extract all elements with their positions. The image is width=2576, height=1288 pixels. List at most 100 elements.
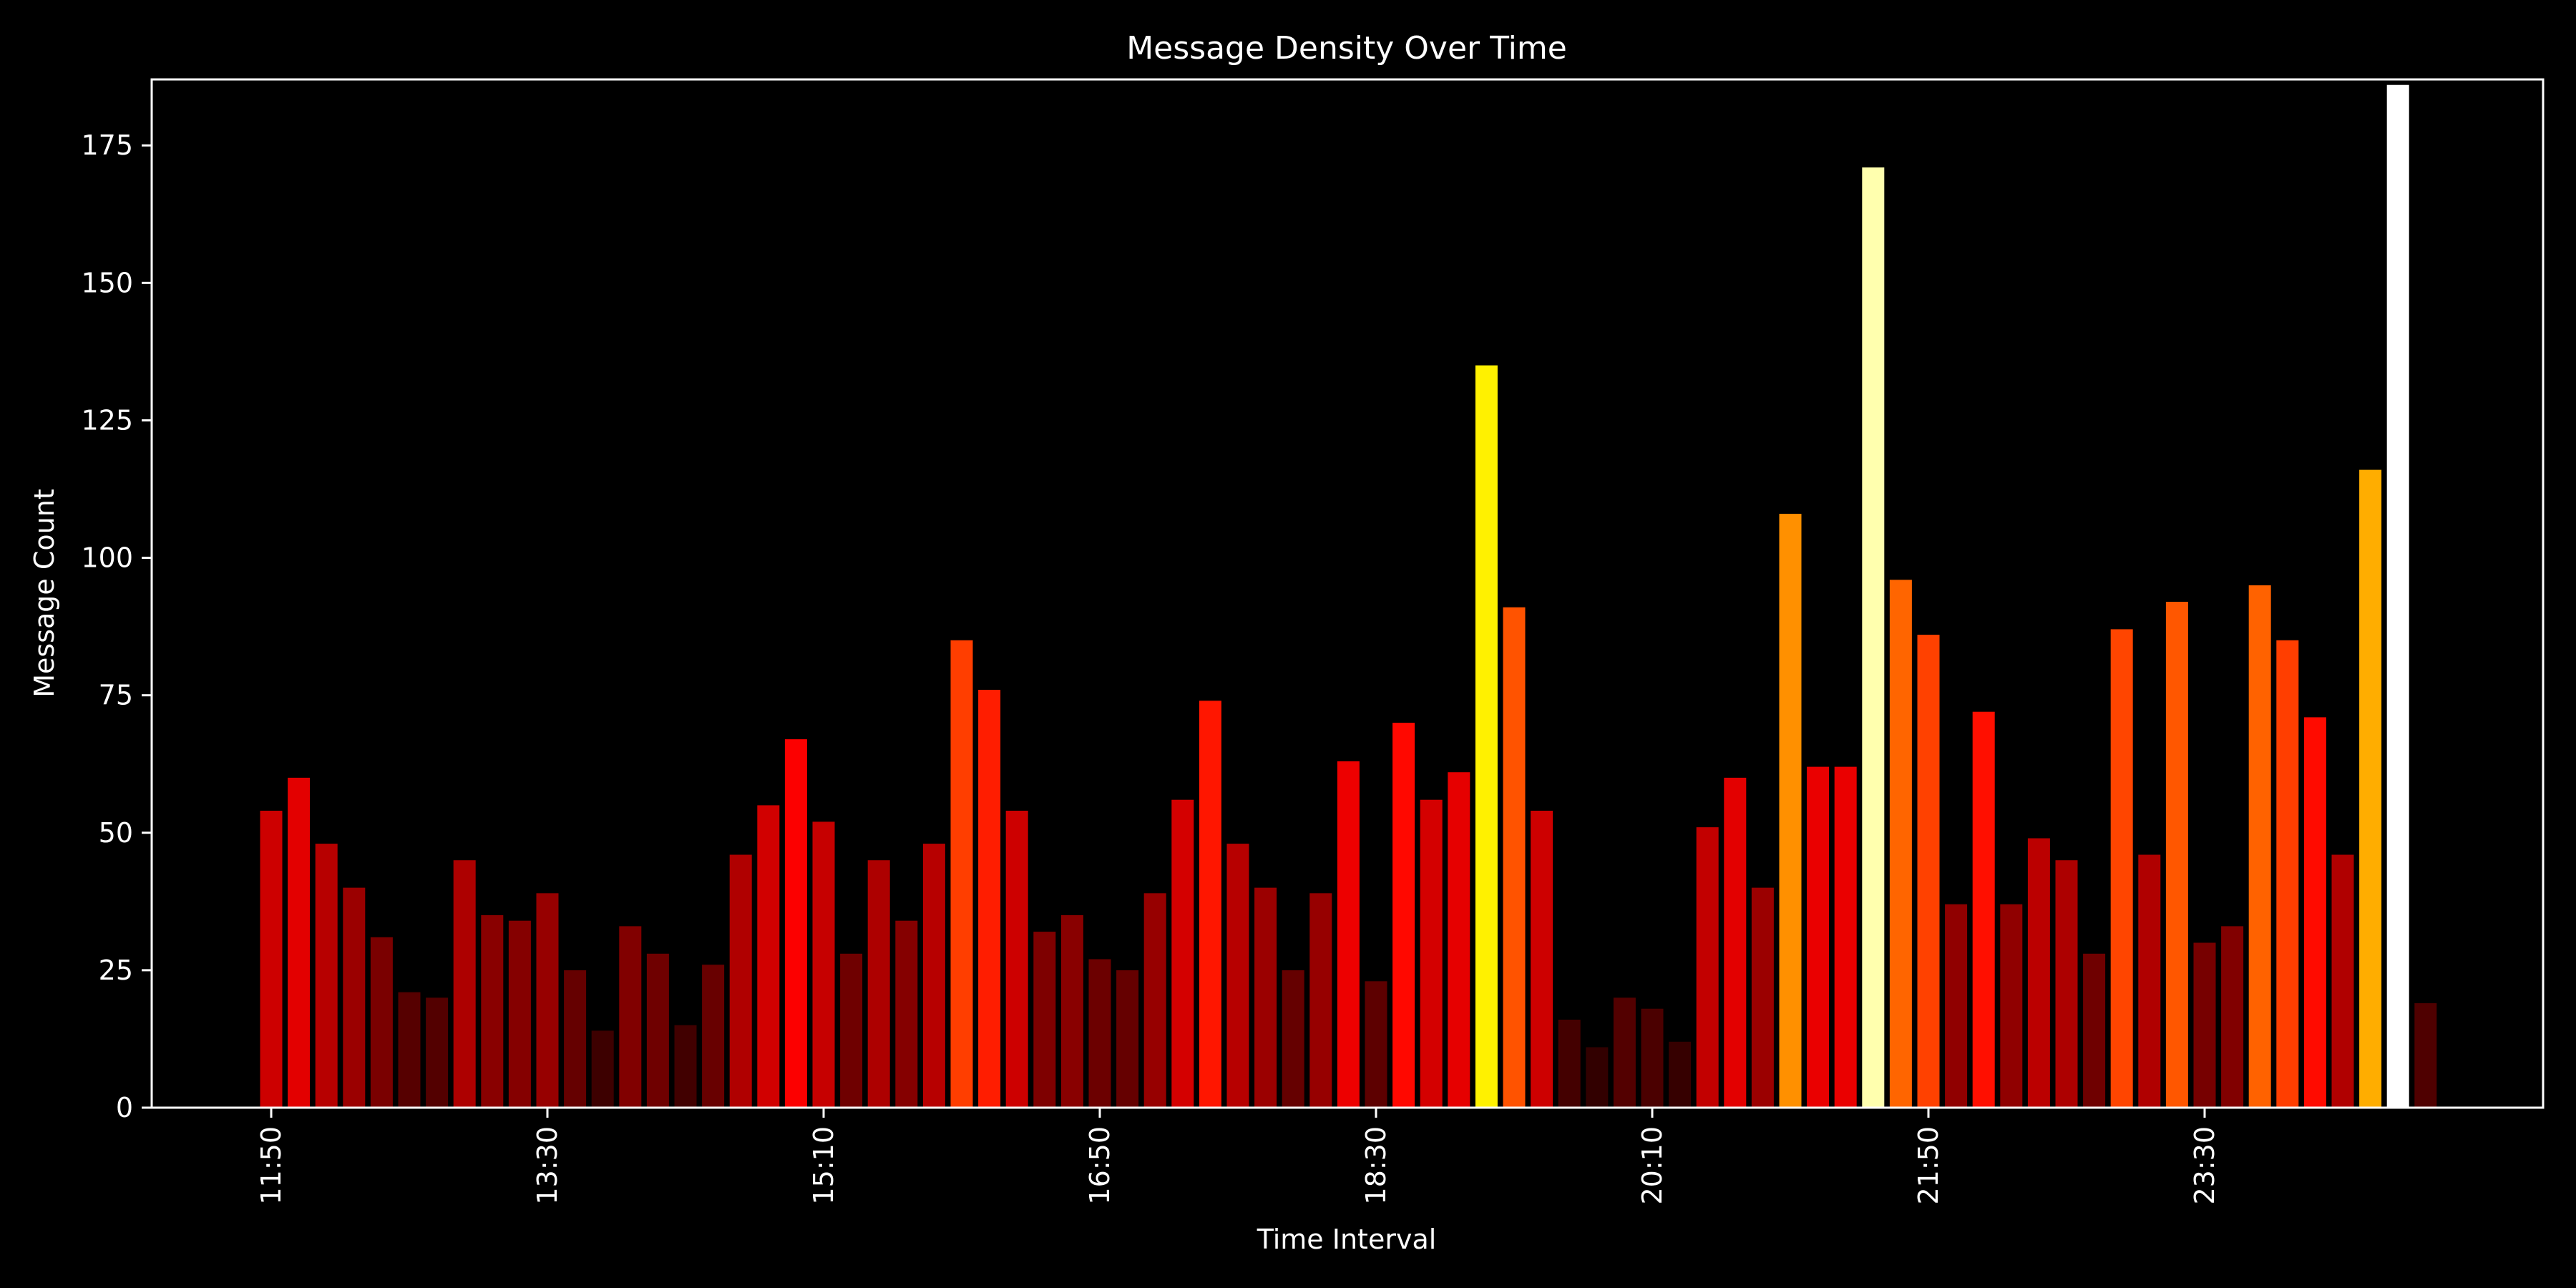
y-tick-label: 25 (99, 955, 133, 986)
bar (1779, 514, 1802, 1108)
bar (481, 915, 504, 1108)
bar (2221, 926, 2244, 1108)
y-tick-label: 50 (99, 817, 133, 849)
bars-group (260, 84, 2437, 1108)
y-tick-label: 125 (81, 404, 133, 436)
bar (895, 920, 918, 1108)
chart-title: Message Density Over Time (1126, 30, 1567, 67)
bar (508, 920, 531, 1108)
bar (2000, 904, 2023, 1108)
bar (2138, 854, 2161, 1108)
bar (840, 953, 863, 1108)
bar (1420, 799, 1443, 1108)
bar (1641, 1008, 1664, 1108)
bar (1475, 365, 1498, 1108)
x-axis: 11:50 13:30 15:10 16:50 18:30 20:10 21:50 23:30 (255, 1108, 2220, 1205)
bar (426, 997, 449, 1108)
bar (260, 811, 283, 1108)
bar (1448, 772, 1470, 1108)
bar (2193, 942, 2216, 1108)
bar (288, 777, 311, 1108)
x-tick-label: 20:10 (1636, 1126, 1668, 1205)
bar (1751, 887, 1774, 1108)
bar (1116, 970, 1139, 1108)
bar (398, 992, 421, 1108)
bar (2055, 860, 2078, 1108)
x-tick-label: 18:30 (1360, 1126, 1392, 1205)
x-tick-label: 16:50 (1084, 1126, 1116, 1205)
plot-frame (150, 78, 2545, 1109)
bar (1558, 1020, 1581, 1108)
bar (1945, 904, 1968, 1108)
bar (2027, 838, 2050, 1108)
bar (2276, 640, 2299, 1108)
bar (1917, 635, 1940, 1108)
bar (1005, 811, 1028, 1108)
bar (1199, 701, 1221, 1108)
bar (2414, 1003, 2437, 1108)
x-axis-label: Time Interval (1257, 1224, 1437, 1255)
bar (1613, 997, 1636, 1108)
x-tick-label: 15:10 (808, 1126, 839, 1205)
bar (591, 1030, 614, 1108)
y-tick-label: 150 (81, 267, 133, 298)
bar (1088, 959, 1111, 1108)
bar (757, 805, 780, 1108)
bar (1807, 766, 1830, 1108)
bar (1724, 777, 1747, 1108)
bar (1862, 167, 1885, 1108)
bar (2165, 602, 2188, 1108)
y-tick-label: 175 (81, 130, 133, 161)
bar (674, 1025, 697, 1108)
bar (1696, 827, 1719, 1108)
bar (1365, 981, 1387, 1108)
y-tick-label: 0 (116, 1092, 133, 1123)
bar (922, 844, 945, 1108)
bar (1586, 1047, 1609, 1108)
bar (1171, 799, 1194, 1108)
bar (1503, 607, 1526, 1108)
bar (2248, 585, 2271, 1108)
bar (453, 860, 476, 1108)
x-tick-label: 23:30 (2189, 1126, 2220, 1205)
bar (812, 821, 835, 1108)
bar (729, 854, 752, 1108)
bar (564, 970, 587, 1108)
bar (1282, 970, 1304, 1108)
bar (1309, 893, 1332, 1108)
bar (978, 690, 1001, 1108)
bar (2331, 854, 2354, 1108)
y-axis-label: Message Count (29, 489, 60, 697)
bar (343, 887, 366, 1108)
bar (950, 640, 973, 1108)
bar (1669, 1041, 1692, 1108)
bar (646, 953, 669, 1108)
bar (2303, 717, 2326, 1108)
x-tick-label: 13:30 (532, 1126, 563, 1205)
bar (784, 739, 807, 1108)
bar (315, 844, 338, 1108)
bar (1143, 893, 1166, 1108)
bar (867, 860, 890, 1108)
bar (1060, 915, 1083, 1108)
bar (1033, 932, 1056, 1108)
bar (1254, 887, 1277, 1108)
bar (1834, 766, 1857, 1108)
y-axis: 0 25 50 75 100 125 150 175 (81, 130, 152, 1123)
bar (2110, 629, 2133, 1108)
y-tick-label: 100 (81, 542, 133, 574)
bar (370, 937, 393, 1108)
bar (619, 926, 642, 1108)
x-tick-label: 21:50 (1913, 1126, 1944, 1205)
bar (2359, 469, 2382, 1108)
bar (1337, 761, 1360, 1108)
bar (2083, 953, 2106, 1108)
bar (1972, 711, 1995, 1108)
bar (536, 893, 559, 1108)
bar (1226, 844, 1249, 1108)
bar (2386, 84, 2409, 1108)
bar (1392, 723, 1415, 1108)
x-tick-label: 11:50 (255, 1126, 287, 1205)
bar (1889, 580, 1912, 1108)
